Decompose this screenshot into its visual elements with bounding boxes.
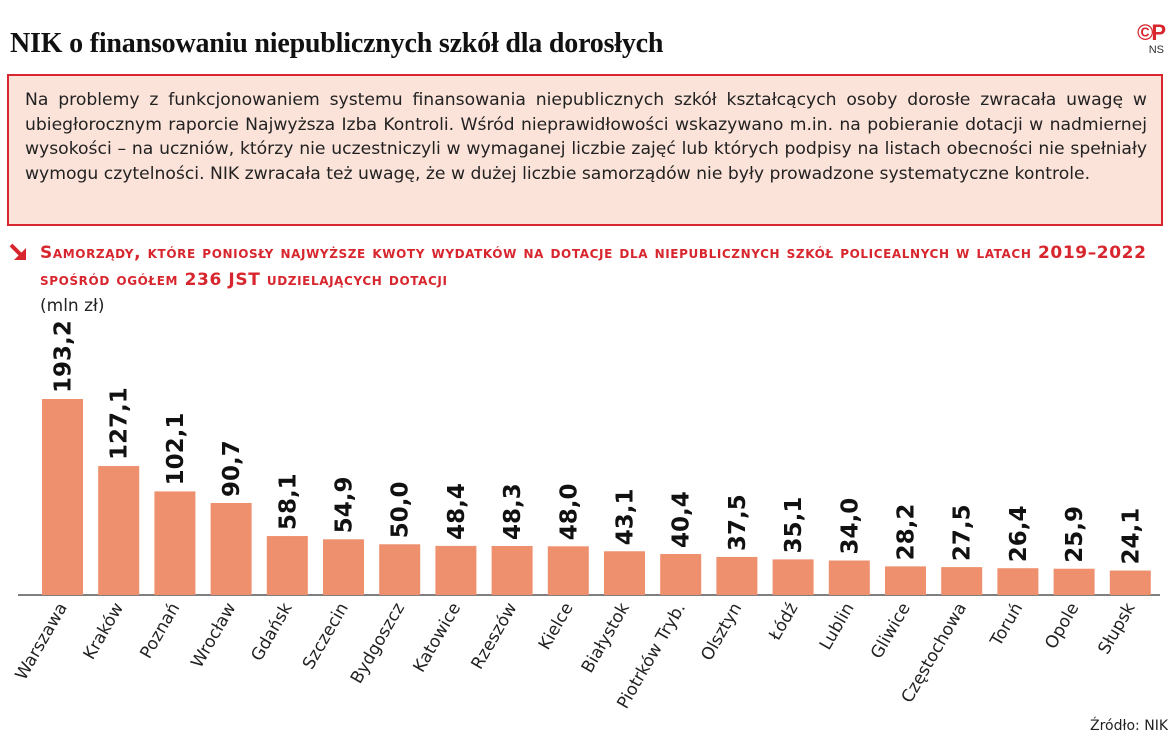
bar xyxy=(491,546,533,595)
data-label: 193,2 xyxy=(51,320,77,393)
bar xyxy=(772,559,814,595)
chart-unit: (mln zł) xyxy=(40,296,105,316)
bar xyxy=(266,536,308,595)
category-label: Warszawa xyxy=(12,600,72,684)
category-label: Opole xyxy=(1041,600,1083,653)
data-label: 48,4 xyxy=(444,483,470,540)
bar xyxy=(210,502,252,595)
data-label: 27,5 xyxy=(950,504,976,561)
category-label: Wrocław xyxy=(187,599,240,671)
data-label: 50,0 xyxy=(388,482,414,539)
data-label: 40,4 xyxy=(669,491,695,548)
category-label: Kielce xyxy=(535,600,578,654)
data-label: 102,1 xyxy=(163,413,189,486)
category-label: Łódź xyxy=(765,599,803,644)
data-label: 25,9 xyxy=(1062,506,1088,563)
data-label: 37,5 xyxy=(725,494,751,551)
bar xyxy=(323,539,364,595)
bar xyxy=(716,556,758,595)
publisher-logo: ©P NS xyxy=(1122,20,1166,58)
category-label: Szczecin xyxy=(299,600,353,673)
chart-title: Samorządy, które poniosły najwyższe kwot… xyxy=(40,243,1147,290)
category-label: Olsztyn xyxy=(697,600,746,665)
bar xyxy=(98,466,140,595)
category-label: Poznań xyxy=(136,600,184,663)
data-label: 26,4 xyxy=(1006,505,1032,562)
category-label: Białystok xyxy=(578,599,634,676)
bar xyxy=(604,551,645,595)
category-label: Gdańsk xyxy=(247,599,296,664)
source-note: Źródło: NIK xyxy=(1090,718,1168,734)
bar xyxy=(547,546,589,595)
bar xyxy=(154,491,196,595)
data-label: 54,9 xyxy=(332,477,358,534)
page-title: NIK o finansowaniu niepublicznych szkół … xyxy=(10,28,664,59)
data-label: 48,0 xyxy=(556,484,582,541)
copyright-mark: ©P xyxy=(1137,20,1166,45)
data-label: 48,3 xyxy=(500,483,526,540)
category-label: Słupsk xyxy=(1094,599,1139,658)
category-label: Toruń xyxy=(986,600,1027,651)
category-label: Katowice xyxy=(410,600,466,676)
data-label: 28,2 xyxy=(894,504,920,561)
bar xyxy=(997,568,1039,595)
bar xyxy=(435,545,477,595)
category-label: Kraków xyxy=(80,599,128,663)
category-label: Gliwice xyxy=(867,600,915,663)
bar xyxy=(1109,570,1151,595)
data-label: 90,7 xyxy=(219,440,245,497)
data-label: 34,0 xyxy=(837,498,863,555)
category-label: Rzeszów xyxy=(467,599,521,673)
data-label: 24,1 xyxy=(1118,508,1144,565)
bar xyxy=(660,554,702,595)
data-label: 58,1 xyxy=(275,473,301,530)
category-label: Lublin xyxy=(816,600,859,654)
bar xyxy=(42,399,83,595)
data-label: 35,1 xyxy=(781,497,807,554)
bar xyxy=(885,566,926,595)
intro-box: Na problemy z funkcjonowaniem systemu fi… xyxy=(7,74,1163,226)
data-label: 43,1 xyxy=(613,489,639,546)
arrow-down-right-icon xyxy=(9,243,26,260)
author-initials: NS xyxy=(1148,44,1164,56)
bar xyxy=(941,567,983,595)
category-label: Bydgoszcz xyxy=(347,599,409,687)
bar xyxy=(1053,568,1095,595)
bar xyxy=(828,560,870,595)
bar xyxy=(379,544,421,595)
data-label: 127,1 xyxy=(107,387,133,460)
